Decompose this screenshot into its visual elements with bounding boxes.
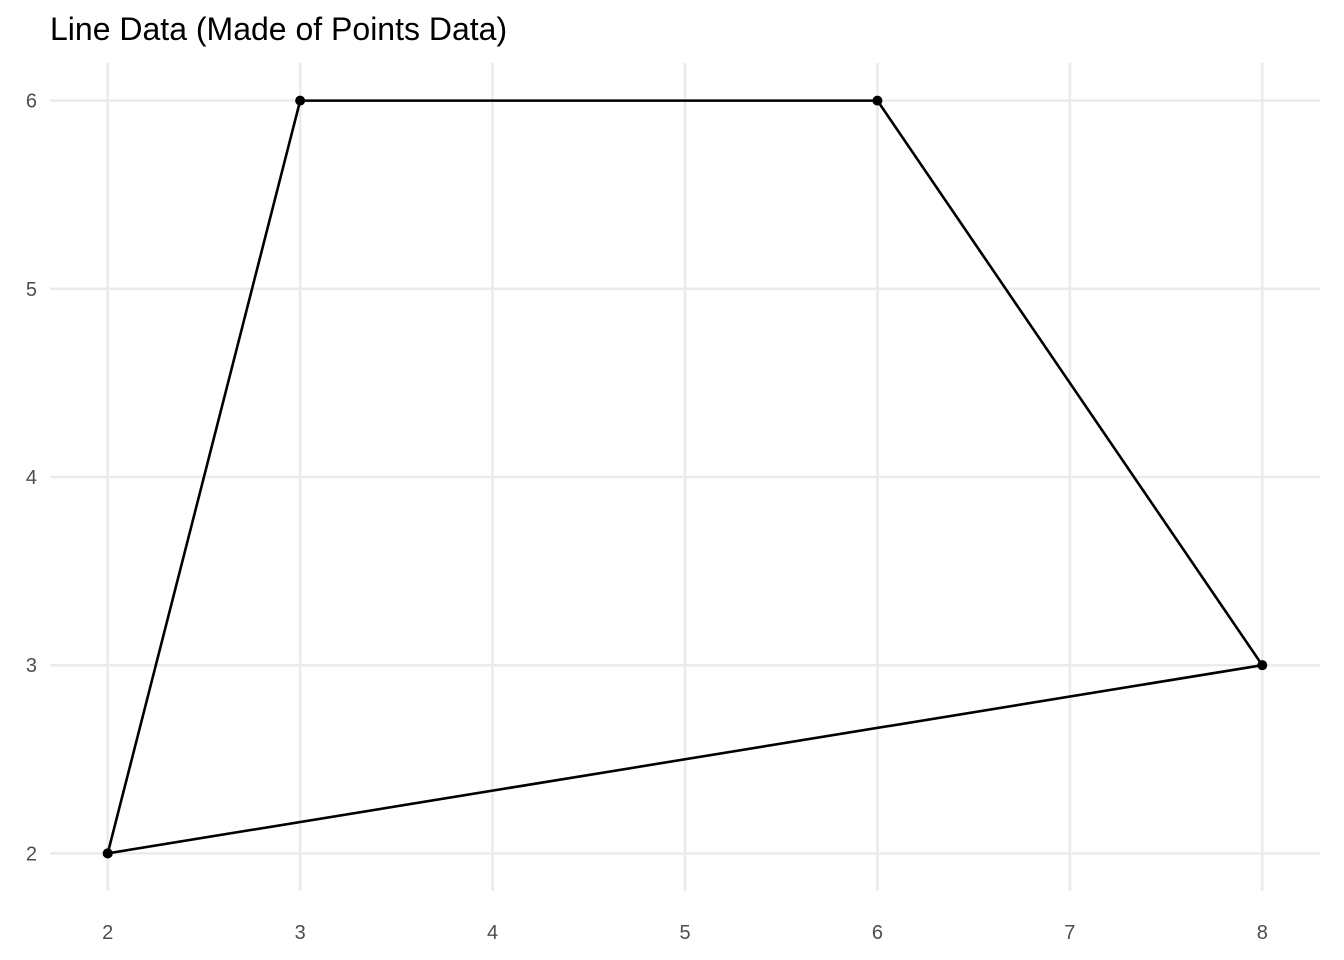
x-axis-ticks: 2 3 4 5 6 7 8 <box>102 922 1268 944</box>
chart-title: Line Data (Made of Points Data) <box>50 11 507 47</box>
data-point <box>1257 660 1268 671</box>
x-tick-label: 3 <box>295 922 306 944</box>
y-tick-label: 5 <box>26 279 37 301</box>
y-tick-label: 4 <box>26 467 37 489</box>
data-point <box>872 95 883 106</box>
points-layer <box>102 95 1268 859</box>
y-tick-label: 6 <box>26 91 37 113</box>
data-point <box>102 848 113 859</box>
y-tick-label: 2 <box>26 843 37 865</box>
x-tick-label: 4 <box>487 922 498 944</box>
x-tick-label: 2 <box>102 922 113 944</box>
data-point <box>295 95 306 106</box>
x-tick-label: 7 <box>1064 922 1075 944</box>
grid-layer <box>50 63 1320 891</box>
x-tick-label: 8 <box>1257 922 1268 944</box>
y-axis-ticks: 2 3 4 5 6 <box>26 91 37 866</box>
x-tick-label: 5 <box>679 922 690 944</box>
x-tick-label: 6 <box>872 922 883 944</box>
y-tick-label: 3 <box>26 655 37 677</box>
